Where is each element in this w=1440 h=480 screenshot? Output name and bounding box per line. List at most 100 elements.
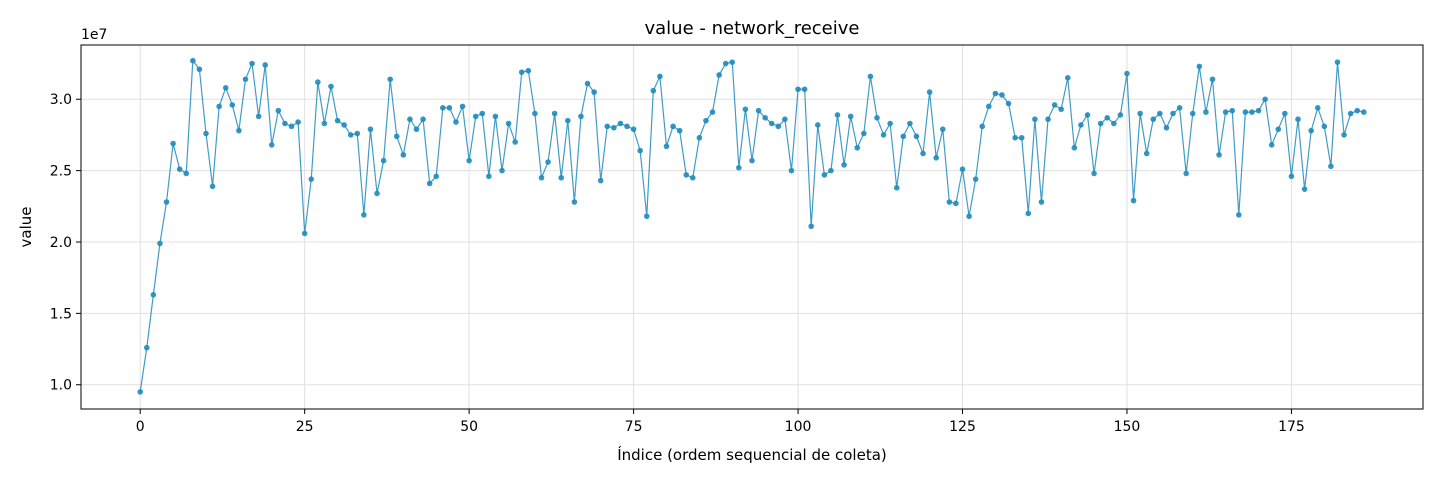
data-point [170,140,176,147]
data-point [1275,126,1282,133]
data-point [420,116,426,123]
data-point [920,150,926,157]
data-point [696,134,703,141]
data-point [939,126,946,133]
data-point [1005,100,1012,107]
data-point [1104,115,1111,121]
data-point [262,62,269,68]
data-point [1196,63,1203,70]
data-point [1078,122,1084,128]
data-point [1347,110,1354,117]
y-tick-label: 2.0 [50,235,72,251]
data-point [1038,199,1045,205]
data-point [926,89,933,95]
data-point [1012,134,1018,141]
data-point [808,223,815,230]
data-point [1176,105,1183,111]
data-point [1249,109,1255,115]
data-point [959,166,966,172]
data-point [1321,123,1328,130]
data-point [1091,170,1097,177]
data-point [249,60,255,67]
data-point [393,133,400,140]
data-point [466,157,472,164]
y-tick-label: 1.0 [50,378,72,394]
data-point [597,177,604,184]
data-point [209,183,216,190]
data-point [190,57,196,64]
data-point [1203,109,1209,115]
data-point [578,113,584,120]
data-point [288,123,295,130]
data-point [551,110,558,117]
data-point [321,120,328,127]
y-axis-label: value [17,207,35,248]
data-point [630,126,637,133]
data-point [1334,59,1341,65]
data-point [505,120,512,127]
data-point [275,107,282,114]
data-point [1242,109,1249,115]
x-tick-label: 25 [296,419,314,435]
data-point [1341,132,1347,138]
data-point [887,120,893,127]
x-tick-label: 100 [785,419,812,435]
chart-title: value - network_receive [645,18,860,39]
data-point [972,176,979,182]
data-point [1018,134,1025,141]
data-point [1084,112,1091,118]
data-point [867,73,874,80]
x-tick-label: 0 [136,419,145,435]
data-point [157,240,163,247]
data-point [374,190,380,197]
data-point [986,103,992,110]
data-point [821,172,828,178]
data-point [861,130,867,137]
data-point [1045,116,1051,123]
data-point [670,123,676,130]
x-tick-label: 50 [460,419,478,435]
grid [81,45,1423,409]
x-tick-label: 150 [1114,419,1141,435]
data-point [341,122,347,128]
data-point [999,92,1005,98]
data-point [282,120,288,127]
data-point [1328,163,1334,170]
data-point [426,180,433,187]
data-point [689,174,696,181]
data-point [499,167,505,174]
data-point [742,106,749,113]
data-point [782,116,788,123]
data-point [1150,116,1157,123]
data-point [650,87,657,94]
data-point [716,72,722,78]
data-point [966,213,972,220]
data-point [1216,152,1222,158]
data-point [1143,150,1150,157]
data-point [236,127,242,134]
data-point [512,139,518,145]
data-point [1058,106,1064,113]
data-point [354,130,361,137]
data-point [301,230,308,237]
data-point [137,389,144,395]
data-point [1354,107,1361,114]
data-point [709,109,716,115]
data-point [295,119,301,125]
data-point [729,59,736,65]
data-point [611,124,617,131]
data-point [1360,109,1367,115]
data-point [492,113,499,120]
data-point [1137,110,1143,117]
data-point [1229,107,1236,114]
data-point [143,344,150,351]
data-point [545,159,551,165]
data-point [1157,110,1163,117]
data-point [795,86,801,93]
data-point [683,172,690,178]
data-point [334,117,341,124]
data-point [216,103,222,110]
data-point [380,157,387,164]
